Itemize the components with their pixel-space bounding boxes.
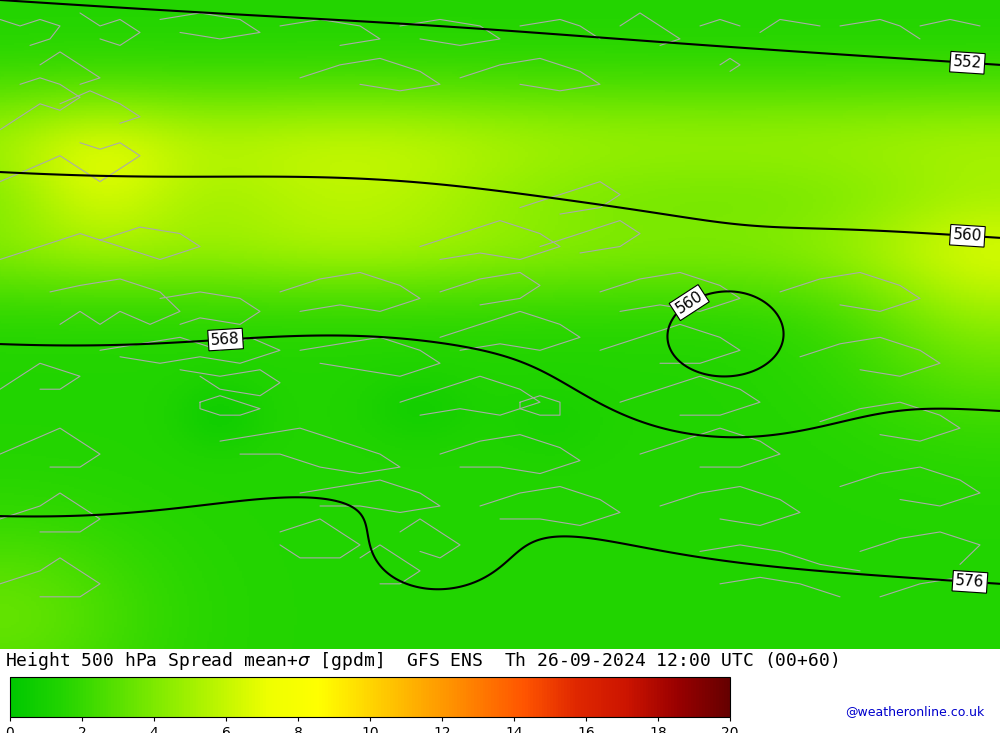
Text: 560: 560 [673, 288, 705, 317]
Text: @weatheronline.co.uk: @weatheronline.co.uk [845, 705, 985, 718]
Text: 552: 552 [953, 54, 982, 71]
Text: 560: 560 [952, 227, 982, 244]
Text: 576: 576 [955, 573, 985, 590]
Text: 568: 568 [211, 331, 240, 348]
Text: Height 500 hPa Spread mean+$\sigma$ [gpdm]  GFS ENS  Th 26-09-2024 12:00 UTC (00: Height 500 hPa Spread mean+$\sigma$ [gpd… [5, 650, 838, 672]
